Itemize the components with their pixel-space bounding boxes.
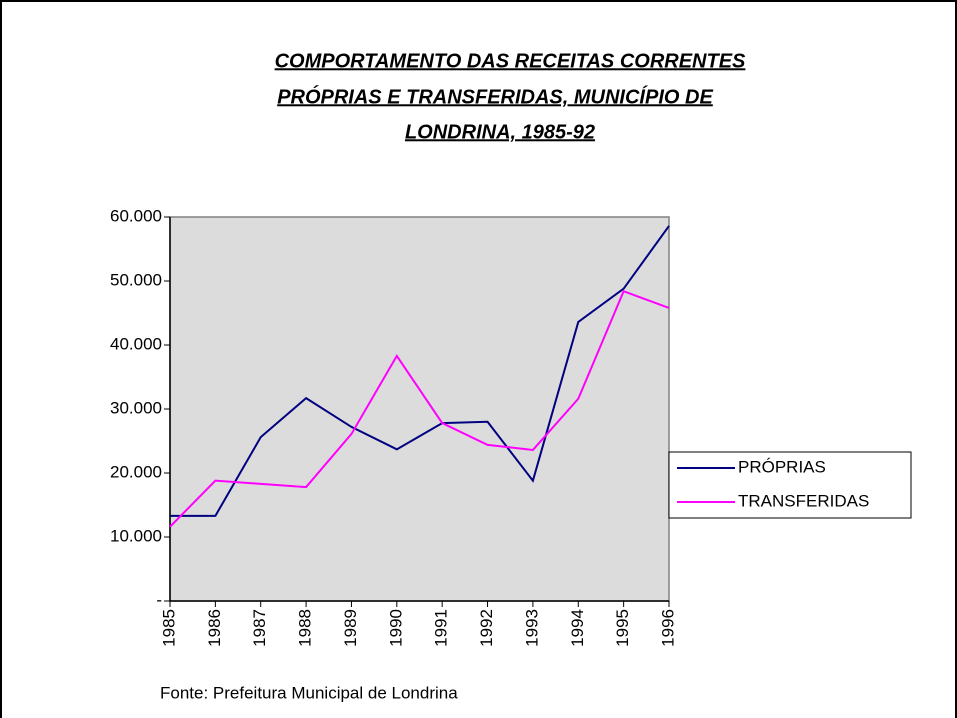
y-tick-label: 60.000 [110,206,162,225]
legend-label: TRANSFERIDAS [738,491,869,510]
x-tick-label: 1987 [250,609,269,647]
line-series [170,225,670,517]
plot-area [169,216,670,602]
y-tick-label: 10.000 [110,526,162,545]
x-tick-label: 1993 [522,609,541,647]
y-tick-label: 20.000 [110,462,162,481]
legend [668,451,912,519]
line-series [169,289,670,528]
x-tick-label: 1995 [613,609,632,647]
chart-title: COMPORTAMENTO DAS RECEITAS CORRENTES [275,50,746,72]
source-note: Fonte: Prefeitura Municipal de Londrina [160,683,458,702]
x-tick-label: 1985 [159,609,178,647]
x-tick-label: 1996 [658,609,677,647]
x-tick-label: 1992 [477,609,496,647]
x-tick-label: 1986 [205,609,224,647]
chart-title: PRÓPRIAS E TRANSFERIDAS, MUNICÍPIO DE [277,84,713,108]
legend-label: PRÓPRIAS [738,457,826,476]
y-tick-label: - [156,590,162,609]
y-tick-label: 40.000 [110,334,162,353]
chart-title: LONDRINA, 1985-92 [405,121,595,143]
x-tick-label: 1990 [386,609,405,647]
y-tick-label: 30.000 [110,398,162,417]
y-tick-label: 50.000 [110,270,162,289]
x-tick-label: 1991 [432,609,451,647]
x-tick-label: 1988 [296,609,315,647]
x-tick-label: 1994 [568,609,587,647]
x-tick-label: 1989 [341,609,360,647]
